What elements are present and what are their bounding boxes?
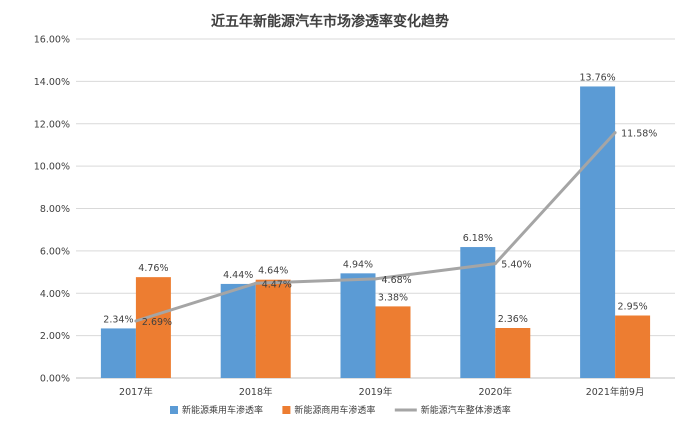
overall-line-point [613,131,617,135]
legend-label: 新能源商用车渗透率 [294,404,375,416]
passenger-bar-label: 4.94% [343,259,373,270]
overall-line-label: 4.47% [262,279,292,290]
overall-line-label: 2.69% [142,317,172,328]
overall-line-label: 4.68% [382,275,412,286]
x-tick-label: 2017年 [119,386,153,398]
passenger-bar-label: 6.18% [463,233,493,244]
passenger-bar [100,328,136,378]
overall-line-label: 5.40% [501,260,531,271]
chart-title: 近五年新能源汽车市场渗透率变化趋势 [211,13,449,30]
y-tick-label: 6.00% [40,246,70,257]
y-tick-label: 10.00% [34,162,70,173]
x-tick-label: 2019年 [359,386,393,398]
commercial-bar [495,327,531,378]
commercial-bar [615,315,651,378]
overall-line-point [493,262,497,266]
x-tick-label: 2018年 [239,386,273,398]
x-axis: 2017年 2018年 2019年 2020年 2021年前9月 [119,386,644,398]
commercial-bar [135,277,171,378]
commercial-bar [255,279,291,378]
data-labels: 2.34% 4.76% 4.44% 4.64% 4.94% 3.38% 6.18% 2.36%… [103,72,657,328]
y-tick-label: 14.00% [34,77,70,88]
legend-label: 新能源乘用车渗透率 [182,404,263,416]
passenger-bar-label: 2.34% [103,314,133,325]
x-tick-label: 2020年 [478,386,512,398]
passenger-bar [340,273,376,378]
commercial-bar-label: 4.76% [138,263,168,274]
legend-swatch [282,406,291,414]
overall-line-point [374,277,377,281]
overall-line-point [134,319,138,323]
y-tick-label: 2.00% [40,331,70,342]
passenger-bar-label: 4.44% [223,270,253,281]
passenger-bar [460,247,496,378]
commercial-bar-label: 2.95% [618,301,648,312]
gridlines [76,38,675,379]
passenger-bar-label: 13.76% [579,72,615,83]
y-tick-label: 12.00% [34,119,70,130]
passenger-bar [580,86,616,379]
commercial-bar-label: 4.64% [258,266,288,277]
overall-line [134,131,617,323]
y-axis: 0.00% 2.00% 4.00% 6.00% 8.00% 10.00% 12.00% 14.… [34,35,70,385]
passenger-bar [220,283,256,378]
x-tick-label: 2021年前9月 [586,386,645,398]
legend-swatch [170,406,178,414]
overall-line-point [254,281,258,285]
commercial-bar-label: 3.38% [378,292,408,303]
commercial-bar-label: 2.36% [498,314,528,325]
y-tick-label: 8.00% [40,204,70,215]
commercial-bar [375,306,411,378]
legend-label: 新能源汽车整体渗透率 [421,404,511,416]
overall-line-label: 11.58% [621,129,657,140]
y-tick-label: 16.00% [34,35,70,46]
y-tick-label: 0.00% [40,374,70,385]
legend: 新能源乘用车渗透率 新能源商用车渗透率 新能源汽车整体渗透率 [170,404,511,416]
bars [100,86,651,379]
y-tick-label: 4.00% [40,289,70,300]
